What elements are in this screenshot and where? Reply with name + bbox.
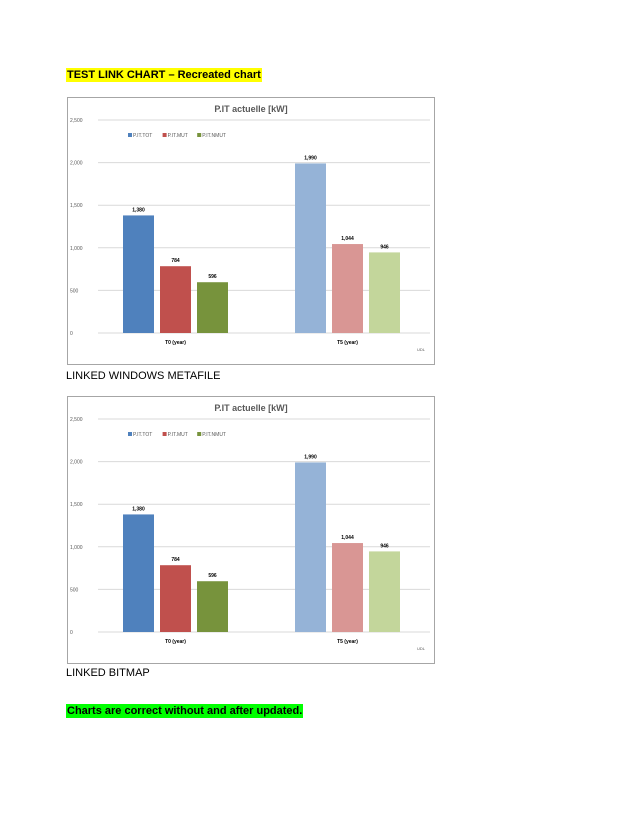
- bar-p-it-tot: [123, 514, 154, 632]
- y-tick-label: 0: [70, 630, 73, 636]
- bar-p-it-mut: [160, 266, 191, 333]
- x-category-label: T0 (year): [165, 639, 186, 645]
- bar-p-it-nmut: [197, 282, 228, 333]
- y-tick-label: 500: [70, 288, 79, 294]
- bar-p-it-nmut: [369, 252, 400, 333]
- y-tick-label: 2,500: [70, 417, 83, 423]
- y-tick-label: 2,000: [70, 460, 83, 466]
- legend-swatch: [197, 432, 202, 436]
- bar-p-it-tot: [295, 163, 326, 333]
- corner-label: UDL: [417, 646, 426, 651]
- x-category-label: T0 (year): [165, 340, 186, 346]
- data-label: 1,990: [304, 155, 317, 161]
- legend-label: P.IT.MUT: [168, 432, 188, 438]
- y-tick-label: 2,500: [70, 118, 83, 124]
- caption-bitmap: LINKED BITMAP: [66, 667, 150, 679]
- data-label: 946: [380, 244, 389, 250]
- y-tick-label: 0: [70, 331, 73, 337]
- corner-label: UDL: [417, 347, 426, 352]
- legend-label: P.IT.TOT: [133, 432, 152, 438]
- y-tick-label: 2,000: [70, 161, 83, 167]
- document-heading: TEST LINK CHART – Recreated chart: [66, 68, 262, 82]
- bar-p-it-tot: [295, 462, 326, 632]
- x-category-label: T5 (year): [337, 340, 358, 346]
- legend-swatch: [128, 133, 132, 137]
- bar-p-it-mut: [332, 543, 363, 632]
- y-tick-label: 1,000: [70, 545, 83, 551]
- chart-title: P.IT actuelle [kW]: [214, 104, 287, 114]
- legend-label: P.IT.TOT: [133, 133, 152, 139]
- bar-p-it-nmut: [197, 581, 228, 632]
- legend-label: P.IT.MUT: [168, 133, 188, 139]
- data-label: 1,044: [341, 236, 354, 242]
- y-tick-label: 1,500: [70, 203, 83, 209]
- data-label: 784: [171, 557, 180, 563]
- data-label: 784: [171, 258, 180, 264]
- legend-swatch: [128, 432, 132, 436]
- legend-swatch: [162, 432, 167, 436]
- caption-windows-metafile: LINKED WINDOWS METAFILE: [66, 370, 221, 382]
- data-label: 1,990: [304, 454, 317, 460]
- chart-title: P.IT actuelle [kW]: [214, 403, 287, 413]
- bar-chart-svg: P.IT actuelle [kW] 0 500 1,000 1,500 2,000 2,5…: [70, 403, 430, 651]
- y-tick-label: 500: [70, 587, 79, 593]
- data-label: 1,380: [132, 506, 145, 512]
- x-category-label: T5 (year): [337, 639, 358, 645]
- y-tick-label: 1,000: [70, 246, 83, 252]
- data-label: 1,044: [341, 535, 354, 541]
- legend-label: P.IT.NMUT: [202, 432, 226, 438]
- legend-label: P.IT.NMUT: [202, 133, 226, 139]
- y-tick-label: 1,500: [70, 502, 83, 508]
- bar-p-it-mut: [332, 244, 363, 333]
- bar-p-it-mut: [160, 565, 191, 632]
- data-label: 946: [380, 543, 389, 549]
- chart-windows-metafile: P.IT actuelle [kW] 0 500 1,000 1,500 2,000 2,5…: [67, 97, 435, 365]
- legend-swatch: [162, 133, 167, 137]
- data-label: 596: [208, 274, 217, 280]
- footer-note: Charts are correct without and after upd…: [66, 704, 304, 718]
- bar-chart-svg: P.IT actuelle [kW] 0 500 1,000 1,500 2,000 2,5…: [70, 104, 430, 352]
- data-label: 596: [208, 573, 217, 579]
- data-label: 1,380: [132, 207, 145, 213]
- legend-swatch: [197, 133, 202, 137]
- chart-bitmap: P.IT actuelle [kW] 0 500 1,000 1,500 2,000 2,5…: [67, 396, 435, 664]
- bar-p-it-tot: [123, 215, 154, 333]
- bar-p-it-nmut: [369, 551, 400, 632]
